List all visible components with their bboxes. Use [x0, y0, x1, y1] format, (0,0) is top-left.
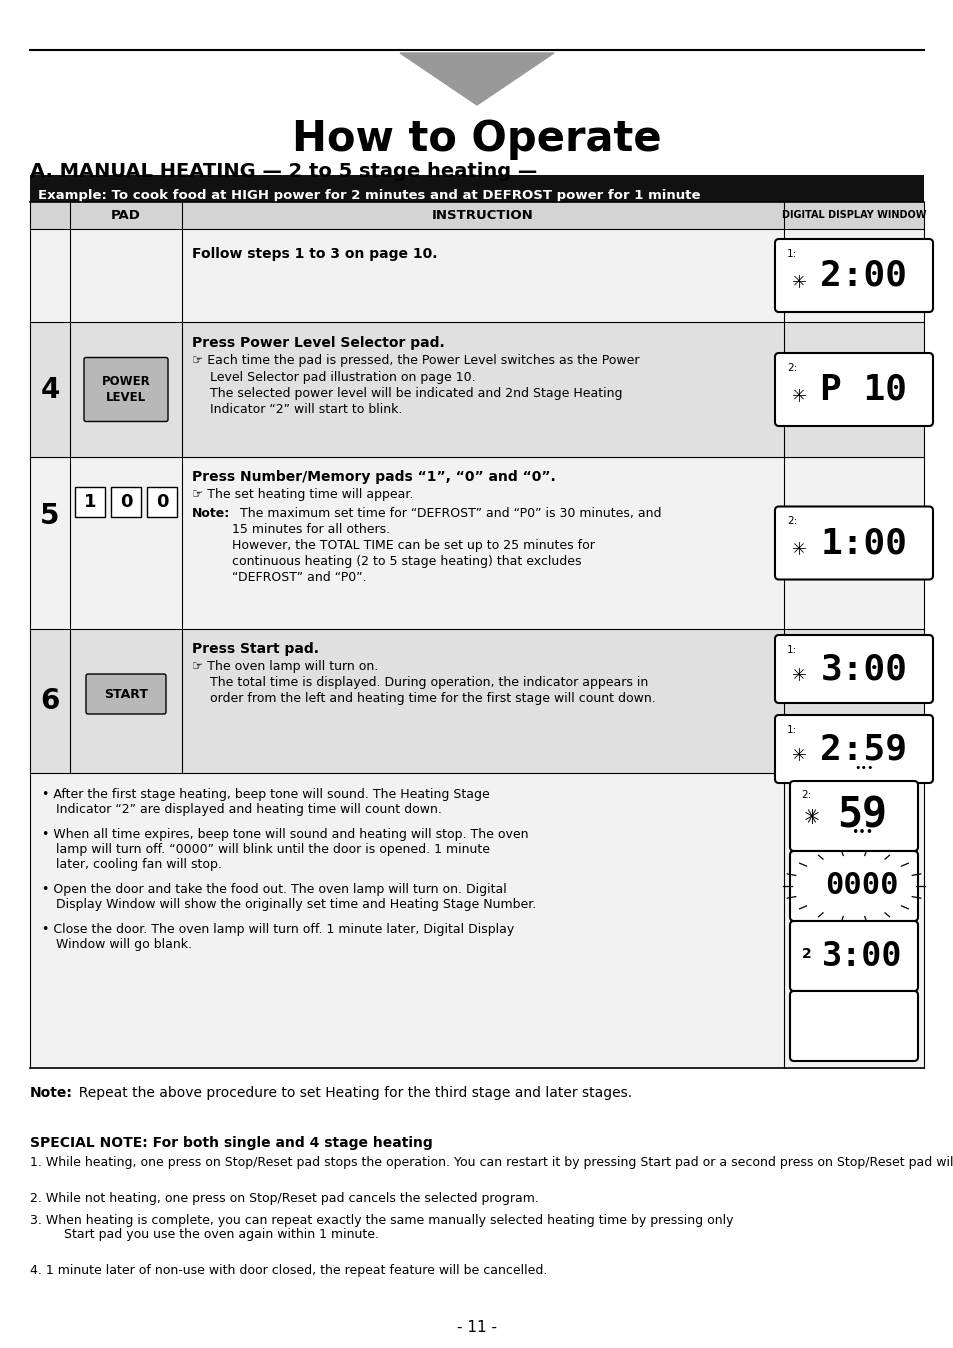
Text: Press Power Level Selector pad.: Press Power Level Selector pad. — [192, 336, 444, 350]
Text: • Close the door. The oven lamp will turn off. 1 minute later, Digital Display: • Close the door. The oven lamp will tur… — [42, 923, 514, 936]
Text: The total time is displayed. During operation, the indicator appears in: The total time is displayed. During oper… — [210, 675, 648, 689]
Text: POWER: POWER — [102, 375, 151, 388]
Text: Note:: Note: — [192, 507, 230, 520]
Text: The maximum set time for “DEFROST” and “P0” is 30 minutes, and: The maximum set time for “DEFROST” and “… — [232, 507, 660, 520]
Text: 5: 5 — [40, 501, 60, 530]
Text: 6: 6 — [40, 687, 60, 714]
Text: The selected power level will be indicated and 2nd Stage Heating: The selected power level will be indicat… — [210, 387, 622, 400]
Text: •••: ••• — [850, 826, 872, 838]
Text: 2:: 2: — [786, 516, 797, 527]
Text: A. MANUAL HEATING — 2 to 5 stage heating —: A. MANUAL HEATING — 2 to 5 stage heating… — [30, 162, 537, 181]
FancyBboxPatch shape — [774, 635, 932, 704]
Text: Press Number/Memory pads “1”, “0” and “0”.: Press Number/Memory pads “1”, “0” and “0… — [192, 470, 556, 484]
Text: How to Operate: How to Operate — [292, 119, 661, 160]
Text: LEVEL: LEVEL — [106, 391, 146, 404]
Text: Start pad you use the oven again within 1 minute.: Start pad you use the oven again within … — [48, 1228, 378, 1242]
Text: Indicator “2” will start to blink.: Indicator “2” will start to blink. — [210, 403, 402, 417]
Text: P 10: P 10 — [820, 372, 906, 407]
Text: 3:00: 3:00 — [820, 652, 906, 686]
Text: However, the TOTAL TIME can be set up to 25 minutes for: However, the TOTAL TIME can be set up to… — [192, 539, 595, 551]
FancyBboxPatch shape — [789, 921, 917, 991]
Text: 2:59: 2:59 — [820, 732, 906, 766]
Polygon shape — [399, 53, 554, 105]
Text: 2:00: 2:00 — [820, 259, 906, 293]
Text: 2:: 2: — [786, 363, 797, 373]
Bar — [30, 175, 923, 202]
Text: 0000: 0000 — [824, 872, 898, 900]
Text: 2: 2 — [801, 948, 811, 961]
Text: order from the left and heating time for the first stage will count down.: order from the left and heating time for… — [210, 692, 655, 705]
Text: ☞ The oven lamp will turn on.: ☞ The oven lamp will turn on. — [192, 661, 377, 673]
Text: 4. 1 minute later of non-use with door closed, the repeat feature will be cancel: 4. 1 minute later of non-use with door c… — [30, 1264, 547, 1277]
Text: 1:: 1: — [786, 725, 797, 735]
Text: Level Selector pad illustration on page 10.: Level Selector pad illustration on page … — [210, 371, 476, 384]
Text: lamp will turn off. “0000” will blink until the door is opened. 1 minute: lamp will turn off. “0000” will blink un… — [56, 842, 490, 856]
Bar — [30, 772, 923, 1068]
FancyBboxPatch shape — [774, 353, 932, 426]
Text: • Open the door and take the food out. The oven lamp will turn on. Digital: • Open the door and take the food out. T… — [42, 883, 506, 896]
Text: Press Start pad.: Press Start pad. — [192, 642, 318, 656]
Text: 1:: 1: — [786, 644, 797, 655]
FancyBboxPatch shape — [774, 239, 932, 311]
Text: 2. While not heating, one press on Stop/Reset pad cancels the selected program.: 2. While not heating, one press on Stop/… — [30, 1192, 538, 1205]
Text: Follow steps 1 to 3 on page 10.: Follow steps 1 to 3 on page 10. — [192, 247, 437, 262]
FancyBboxPatch shape — [86, 674, 166, 714]
Text: continuous heating (2 to 5 stage heating) that excludes: continuous heating (2 to 5 stage heating… — [192, 555, 581, 568]
Text: 1:00: 1:00 — [820, 526, 906, 559]
Text: 3. When heating is complete, you can repeat exactly the same manually selected h: 3. When heating is complete, you can rep… — [30, 1215, 733, 1227]
Text: 3:00: 3:00 — [821, 940, 902, 972]
Text: • When all time expires, beep tone will sound and heating will stop. The oven: • When all time expires, beep tone will … — [42, 828, 528, 841]
FancyBboxPatch shape — [789, 991, 917, 1061]
Bar — [30, 229, 923, 322]
Text: 2:: 2: — [801, 790, 810, 799]
Text: 0: 0 — [120, 493, 132, 511]
Bar — [30, 202, 923, 229]
Text: 15 minutes for all others.: 15 minutes for all others. — [192, 523, 390, 537]
Text: 59: 59 — [836, 795, 886, 837]
FancyBboxPatch shape — [789, 851, 917, 921]
Text: START: START — [104, 687, 148, 701]
Text: INSTRUCTION: INSTRUCTION — [432, 209, 534, 222]
Text: SPECIAL NOTE: For both single and 4 stage heating: SPECIAL NOTE: For both single and 4 stag… — [30, 1136, 433, 1150]
Text: Note:: Note: — [30, 1086, 72, 1100]
Bar — [30, 630, 923, 772]
FancyBboxPatch shape — [84, 357, 168, 422]
Text: ☞ Each time the pad is pressed, the Power Level switches as the Power: ☞ Each time the pad is pressed, the Powe… — [192, 355, 639, 367]
Bar — [75, 487, 105, 518]
Text: Window will go blank.: Window will go blank. — [56, 938, 192, 950]
Text: “DEFROST” and “P0”.: “DEFROST” and “P0”. — [192, 572, 366, 584]
Text: 1:: 1: — [786, 249, 797, 259]
Text: DIGITAL DISPLAY WINDOW: DIGITAL DISPLAY WINDOW — [781, 210, 925, 221]
Bar — [30, 322, 923, 457]
Text: Example: To cook food at HIGH power for 2 minutes and at DEFROST power for 1 min: Example: To cook food at HIGH power for … — [38, 189, 700, 202]
Text: later, cooling fan will stop.: later, cooling fan will stop. — [56, 857, 222, 871]
Bar — [30, 457, 923, 630]
Text: Repeat the above procedure to set Heating for the third stage and later stages.: Repeat the above procedure to set Heatin… — [70, 1086, 632, 1100]
FancyBboxPatch shape — [774, 507, 932, 580]
Text: Indicator “2” are displayed and heating time will count down.: Indicator “2” are displayed and heating … — [56, 803, 441, 816]
Text: • After the first stage heating, beep tone will sound. The Heating Stage: • After the first stage heating, beep to… — [42, 789, 489, 801]
Text: - 11 -: - 11 - — [456, 1320, 497, 1335]
FancyBboxPatch shape — [789, 780, 917, 851]
Text: •••: ••• — [853, 763, 873, 772]
FancyBboxPatch shape — [774, 714, 932, 783]
Text: 1. While heating, one press on Stop/Reset pad stops the operation. You can resta: 1. While heating, one press on Stop/Rese… — [30, 1157, 953, 1169]
Text: PAD: PAD — [111, 209, 141, 222]
Text: 4: 4 — [40, 376, 60, 403]
Text: 1: 1 — [84, 493, 96, 511]
Text: 0: 0 — [155, 493, 168, 511]
Bar — [147, 487, 177, 518]
Text: ☞ The set heating time will appear.: ☞ The set heating time will appear. — [192, 488, 413, 501]
Text: Display Window will show the originally set time and Heating Stage Number.: Display Window will show the originally … — [56, 898, 536, 911]
Bar — [111, 487, 141, 518]
